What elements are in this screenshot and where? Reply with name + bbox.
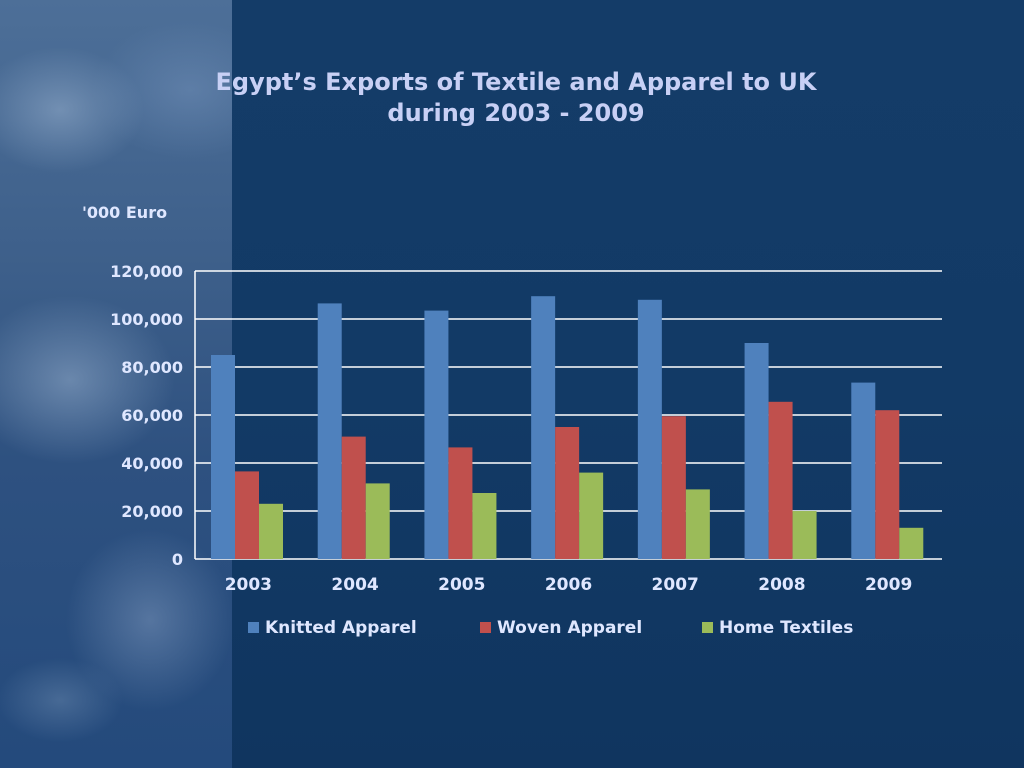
x-tick-label: 2006 [545,575,592,595]
bar-woven-apparel-2009 [875,410,900,559]
bar-knitted-apparel-2007 [637,299,662,559]
y-tick-label: 20,000 [121,502,183,521]
bar-woven-apparel-2008 [768,401,793,559]
y-axis-label: '000 Euro [82,203,167,222]
chart-title-line1: Egypt’s Exports of Textile and Apparel t… [216,68,818,96]
y-tick-label: 40,000 [121,454,183,473]
legend-label: Home Textiles [719,618,853,638]
legend-swatch [248,622,259,633]
legend-swatch [702,622,713,633]
bars [211,296,924,559]
bar-knitted-apparel-2009 [851,382,876,559]
bar-woven-apparel-2007 [661,416,686,559]
legend-label: Knitted Apparel [265,618,417,638]
y-tick-label: 80,000 [121,358,183,377]
y-tick-label: 60,000 [121,406,183,425]
bar-knitted-apparel-2008 [744,343,769,559]
bar-home-textiles-2008 [792,511,817,559]
bar-woven-apparel-2003 [235,471,259,559]
bar-knitted-apparel-2004 [317,303,342,559]
background-photo-strip [0,0,232,768]
x-tick-label: 2009 [865,575,912,595]
bar-woven-apparel-2006 [555,427,580,559]
y-tick-label: 120,000 [110,262,183,281]
legend-swatch [480,622,491,633]
bar-home-textiles-2009 [899,527,924,559]
bar-woven-apparel-2004 [341,436,366,559]
x-tick-label: 2008 [758,575,805,595]
bar-knitted-apparel-2003 [211,355,235,559]
x-tick-label: 2004 [331,575,378,595]
bar-knitted-apparel-2005 [424,310,449,559]
x-tick-label: 2007 [652,575,699,595]
bar-home-textiles-2004 [365,483,390,559]
x-tick-label: 2005 [438,575,485,595]
background-panel [232,0,1024,768]
x-tick-labels: 2003 2004 2005 2006 2007 2008 2009 [225,575,913,595]
y-tick-label: 0 [172,550,183,569]
bar-knitted-apparel-2006 [531,296,556,559]
bar-woven-apparel-2005 [448,447,473,559]
chart-title-line2: during 2003 - 2009 [387,99,644,127]
bar-home-textiles-2005 [472,493,497,559]
legend-label: Woven Apparel [497,618,642,638]
bar-home-textiles-2006 [579,472,604,559]
bar-home-textiles-2007 [685,489,710,559]
x-tick-label: 2003 [225,575,272,595]
legend: Knitted Apparel Woven Apparel Home Textile… [248,618,853,638]
bar-home-textiles-2003 [259,503,283,559]
y-tick-label: 100,000 [110,310,183,329]
y-tick-labels: 0 20,000 40,000 60,000 80,000 100,000 120,000 [110,262,183,569]
